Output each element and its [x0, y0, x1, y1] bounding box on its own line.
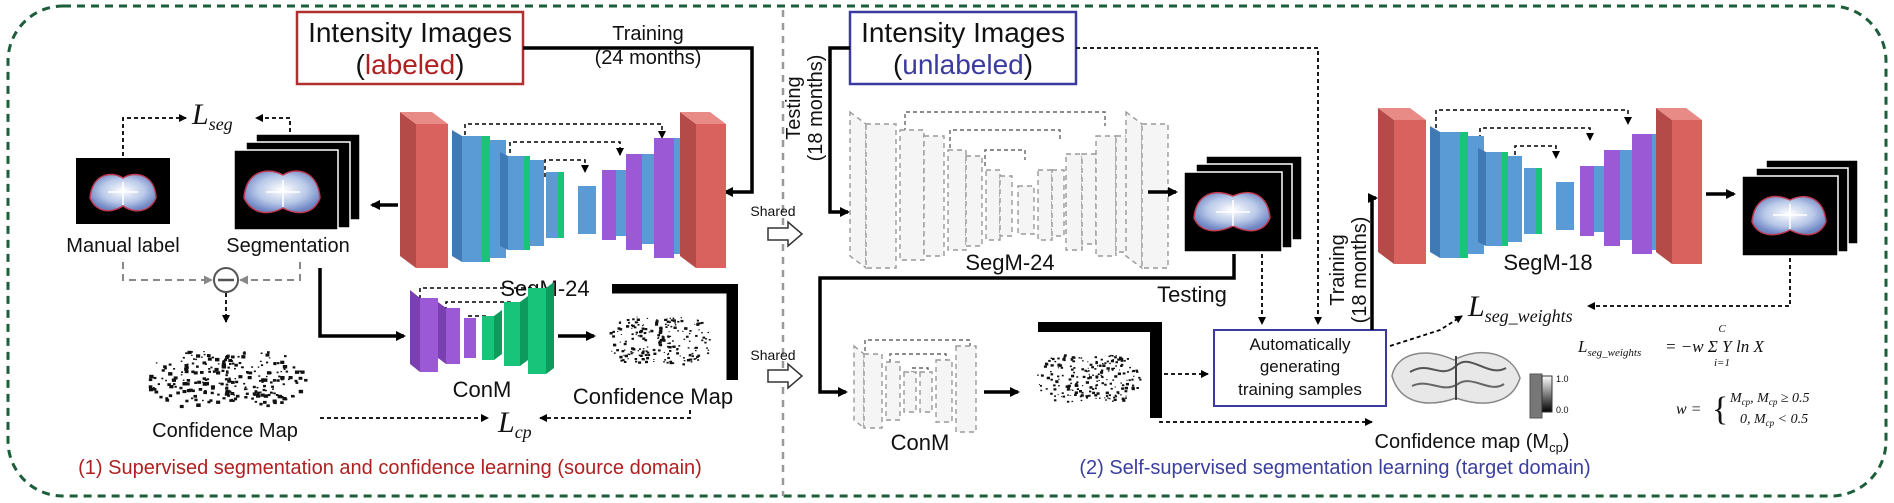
training-to-segm18-arrow — [1368, 193, 1378, 330]
testing-vertical-label: Testing — [783, 76, 805, 139]
labeled-input-title: Intensity Images — [308, 17, 512, 48]
svg-text:ln X: ln X — [1736, 337, 1764, 356]
segmentation-to-minus-arrow — [239, 262, 301, 285]
loss-seg: Lseg — [191, 98, 233, 134]
unlabeled-input-title: Intensity Images — [861, 17, 1065, 48]
confidence-map-left-label: Confidence Map — [152, 420, 298, 442]
svg-text:(unlabeled): (unlabeled) — [893, 49, 1033, 80]
training-vertical-duration: (18 months) — [1349, 217, 1371, 324]
colorbar — [1541, 375, 1553, 413]
svg-text:= −w Σ Y: = −w Σ Y — [1665, 337, 1733, 356]
testing-arrow — [828, 46, 850, 217]
manual-label-image — [76, 158, 170, 224]
segm24-label-right: SegM-24 — [965, 250, 1054, 275]
labeled-word: labeled — [365, 49, 455, 80]
conm-label-left: ConM — [453, 377, 512, 402]
testing-to-conm-arrow — [818, 254, 1236, 397]
autogen-to-lweights-arrow — [1389, 315, 1463, 347]
left-caption: (1) Supervised segmentation and confiden… — [78, 457, 702, 479]
svg-text:Shared: Shared — [750, 203, 795, 219]
segm18-label: SegM-18 — [1503, 250, 1592, 275]
outer-frame — [6, 4, 1888, 498]
training-arrow — [523, 46, 754, 197]
segmentation-to-conm-arrow — [318, 268, 406, 341]
svg-text:(labeled): (labeled) — [356, 49, 465, 80]
output-to-lweights-arrow — [1587, 258, 1791, 310]
shared-arrow-bottom: Shared — [750, 347, 804, 390]
auto-generating-box: Automatically generating training sample… — [1213, 329, 1387, 407]
svg-text:i=1: i=1 — [1714, 357, 1730, 369]
confidence-map-mid-label: Confidence Map — [573, 384, 733, 409]
loss-formula: Lseg_weights = −w Σ Y ln X C i=1 — [1577, 323, 1764, 369]
loss-seg-weights: Lseg_weights — [1467, 290, 1573, 326]
conm-network-left — [410, 282, 554, 374]
training-duration: (24 months) — [595, 47, 702, 69]
training-vertical-label: Training — [1327, 234, 1349, 306]
svg-text:Mcp, Mcp ≥ 0.5: Mcp, Mcp ≥ 0.5 — [1729, 391, 1810, 407]
svg-text:Shared: Shared — [750, 347, 795, 363]
confidence-map-left-image — [148, 350, 308, 409]
colorbar-top-label: 1.0 — [1556, 374, 1569, 384]
segm24-network-right — [849, 110, 1169, 270]
svg-text:Automatically: Automatically — [1249, 335, 1351, 354]
manual-to-lseg-arrow — [122, 114, 187, 156]
svg-text:training samples: training samples — [1238, 380, 1362, 399]
unlabeled-to-autogen-arrow — [1076, 47, 1322, 325]
conm-label-right: ConM — [891, 430, 950, 455]
segmentation-to-lseg-arrow — [255, 114, 291, 132]
segmentation-image-stack — [233, 133, 361, 231]
segm18-output-stack — [1741, 159, 1859, 257]
manual-label-text: Manual label — [66, 235, 179, 257]
mcp-label: Confidence map (Mcp) — [1375, 431, 1570, 455]
confidence-map-right-image — [1026, 322, 1162, 424]
segmentation-text: Segmentation — [226, 235, 349, 257]
svg-text:0, Mcp < 0.5: 0, Mcp < 0.5 — [1740, 412, 1808, 428]
confidence-mid-to-lcp-arrow — [539, 410, 691, 422]
shared-arrow-top: Shared — [750, 203, 804, 248]
training-label: Training — [612, 23, 684, 45]
svg-text:{: { — [1712, 391, 1728, 428]
unlabeled-word: unlabeled — [902, 49, 1023, 80]
right-caption: (2) Self-supervised segmentation learnin… — [1079, 457, 1590, 479]
labeled-input-box: Intensity Images (labeled) — [295, 10, 525, 86]
svg-text:Lseg_weights: Lseg_weights — [1577, 337, 1641, 359]
weight-formula: w = { Mcp, Mcp ≥ 0.5 0, Mcp < 0.5 — [1676, 391, 1810, 428]
svg-text:generating: generating — [1260, 357, 1340, 376]
manual-to-minus-arrow — [122, 262, 213, 285]
loss-cp: Lcp — [497, 406, 532, 442]
confidence-map-mid-image — [599, 284, 738, 387]
confmap-to-mcp-arrow — [1159, 414, 1373, 426]
segm18-network — [1378, 108, 1702, 264]
svg-text:C: C — [1718, 323, 1726, 335]
testing-vertical-duration: (18 months) — [805, 55, 827, 162]
svg-text:w =: w = — [1676, 401, 1701, 418]
colorbar-bottom-label: 0.0 — [1556, 405, 1569, 415]
conm-network-right — [853, 339, 977, 433]
segm24-network-left — [400, 112, 726, 268]
unlabeled-input-box: Intensity Images (unlabeled) — [848, 10, 1078, 86]
pseudo-label-image-stack — [1183, 155, 1303, 253]
mcp-confidence-map-image — [1391, 352, 1543, 419]
minus-operator-icon — [213, 267, 239, 293]
testing-label: Testing — [1157, 282, 1227, 307]
